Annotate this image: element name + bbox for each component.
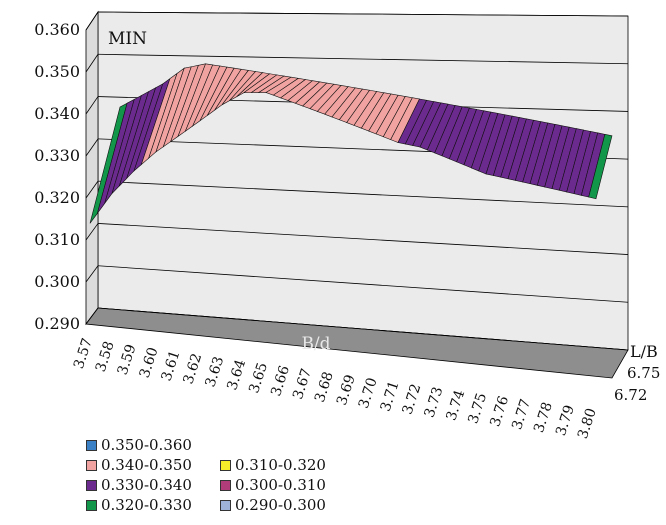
legend-item: 0.310-0.320 <box>220 456 326 474</box>
x-tick-label: 3.57 <box>71 336 96 371</box>
x-tick-label: 3.67 <box>290 367 315 402</box>
legend-label: 0.310-0.320 <box>235 456 326 474</box>
z-axis-label: L/B <box>630 342 658 361</box>
surface-mesh <box>89 63 613 224</box>
x-tick-label: 3.77 <box>509 397 534 432</box>
x-tick-label: 3.60 <box>137 345 162 380</box>
gridline <box>97 53 629 65</box>
legend-item: 0.290-0.300 <box>220 496 326 514</box>
x-tick-label: 3.61 <box>159 348 184 383</box>
gridline <box>97 11 629 17</box>
legend-swatch <box>220 479 231 491</box>
gridline <box>97 223 629 255</box>
legend: 0.350-0.360 0.340-0.350 0.330-0.340 0.320-0… <box>86 436 366 520</box>
chart-title: MIN <box>108 29 147 49</box>
gridline-side <box>85 54 99 73</box>
x-tick-label: 3.64 <box>224 358 249 393</box>
y-tick-label: 0.310 <box>34 230 80 249</box>
y-tick-label: 0.340 <box>34 104 80 123</box>
x-tick-label: 3.69 <box>334 373 359 408</box>
legend-swatch <box>220 499 231 511</box>
y-tick-label: 0.330 <box>34 146 80 165</box>
x-tick-label: 3.58 <box>93 339 118 374</box>
x-tick-label: 3.68 <box>312 370 337 405</box>
x-tick-label: 3.66 <box>268 364 293 399</box>
x-tick-label: 3.80 <box>575 406 600 441</box>
legend-item: 0.350-0.360 <box>86 436 192 454</box>
y-tick-label: 0.350 <box>34 62 80 81</box>
gridline <box>97 307 629 351</box>
legend-label: 0.320-0.330 <box>101 496 192 514</box>
gridline <box>97 265 629 303</box>
x-tick-label: 3.73 <box>422 385 447 420</box>
x-tick-label: 3.59 <box>115 342 140 377</box>
legend-item: 0.340-0.350 <box>86 456 192 474</box>
y-tick-label: 0.290 <box>34 314 80 333</box>
z-tick-label: 6.72 <box>614 386 647 404</box>
y-tick-label: 0.300 <box>34 272 80 291</box>
gridline <box>97 180 629 208</box>
legend-label: 0.340-0.350 <box>101 456 192 474</box>
x-tick-label: 3.71 <box>378 379 403 414</box>
x-tick-label: 3.76 <box>487 394 512 429</box>
legend-item: 0.330-0.340 <box>86 476 192 494</box>
legend-swatch <box>86 479 97 491</box>
legend-label: 0.300-0.310 <box>235 476 326 494</box>
x-tick-label: 3.70 <box>356 376 381 411</box>
z-axis-ticks: 6.72 6.75 <box>614 364 660 404</box>
gridline-side <box>85 265 99 283</box>
legend-item: 0.300-0.310 <box>220 476 326 494</box>
legend-item: 0.320-0.330 <box>86 496 192 514</box>
y-axis-ticks: 0.360 0.350 0.340 0.330 0.320 0.310 0.300 0.290 <box>34 20 80 333</box>
y-tick-label: 0.360 <box>34 20 80 39</box>
x-tick-label: 3.65 <box>246 361 271 396</box>
x-axis-label: B/d <box>301 334 330 354</box>
x-tick-label: 3.63 <box>202 355 227 390</box>
legend-label: 0.290-0.300 <box>235 496 326 514</box>
gridline-side <box>85 11 99 31</box>
x-tick-label: 3.74 <box>443 388 468 423</box>
z-tick-label: 6.75 <box>627 364 660 382</box>
gridline-side <box>85 180 99 199</box>
legend-swatch <box>86 439 97 451</box>
chart-walls <box>85 10 629 379</box>
x-tick-label: 3.62 <box>181 352 206 387</box>
legend-swatch <box>86 499 97 511</box>
x-tick-label: 3.72 <box>400 382 425 417</box>
gridline-side <box>85 138 99 157</box>
x-tick-label: 3.79 <box>553 403 578 438</box>
legend-label: 0.350-0.360 <box>101 436 192 454</box>
y-tick-label: 0.320 <box>34 188 80 207</box>
gridline-side <box>85 223 99 241</box>
legend-swatch <box>86 459 97 471</box>
gridline-side <box>85 307 99 325</box>
legend-label: 0.330-0.340 <box>101 476 192 494</box>
x-tick-label: 3.75 <box>465 391 490 426</box>
legend-swatch <box>220 459 231 471</box>
gridline-side <box>85 96 99 115</box>
surface-cell <box>588 133 613 200</box>
side-wall <box>85 10 99 326</box>
x-tick-label: 3.78 <box>531 400 556 435</box>
